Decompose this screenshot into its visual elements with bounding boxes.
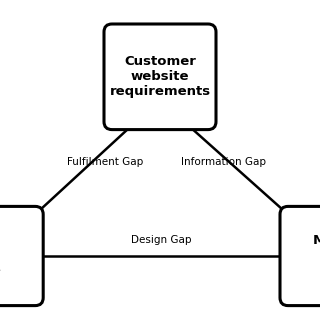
Text: Mana
ab
r: Mana ab r bbox=[313, 235, 320, 277]
Text: and
ion
site: and ion site bbox=[0, 235, 1, 277]
Text: Information Gap: Information Gap bbox=[181, 156, 266, 167]
Text: Fulfilment Gap: Fulfilment Gap bbox=[67, 156, 143, 167]
FancyBboxPatch shape bbox=[280, 206, 320, 306]
FancyBboxPatch shape bbox=[0, 206, 43, 306]
FancyBboxPatch shape bbox=[104, 24, 216, 130]
Text: Customer
website
requirements: Customer website requirements bbox=[109, 55, 211, 98]
Text: Design Gap: Design Gap bbox=[131, 235, 192, 245]
